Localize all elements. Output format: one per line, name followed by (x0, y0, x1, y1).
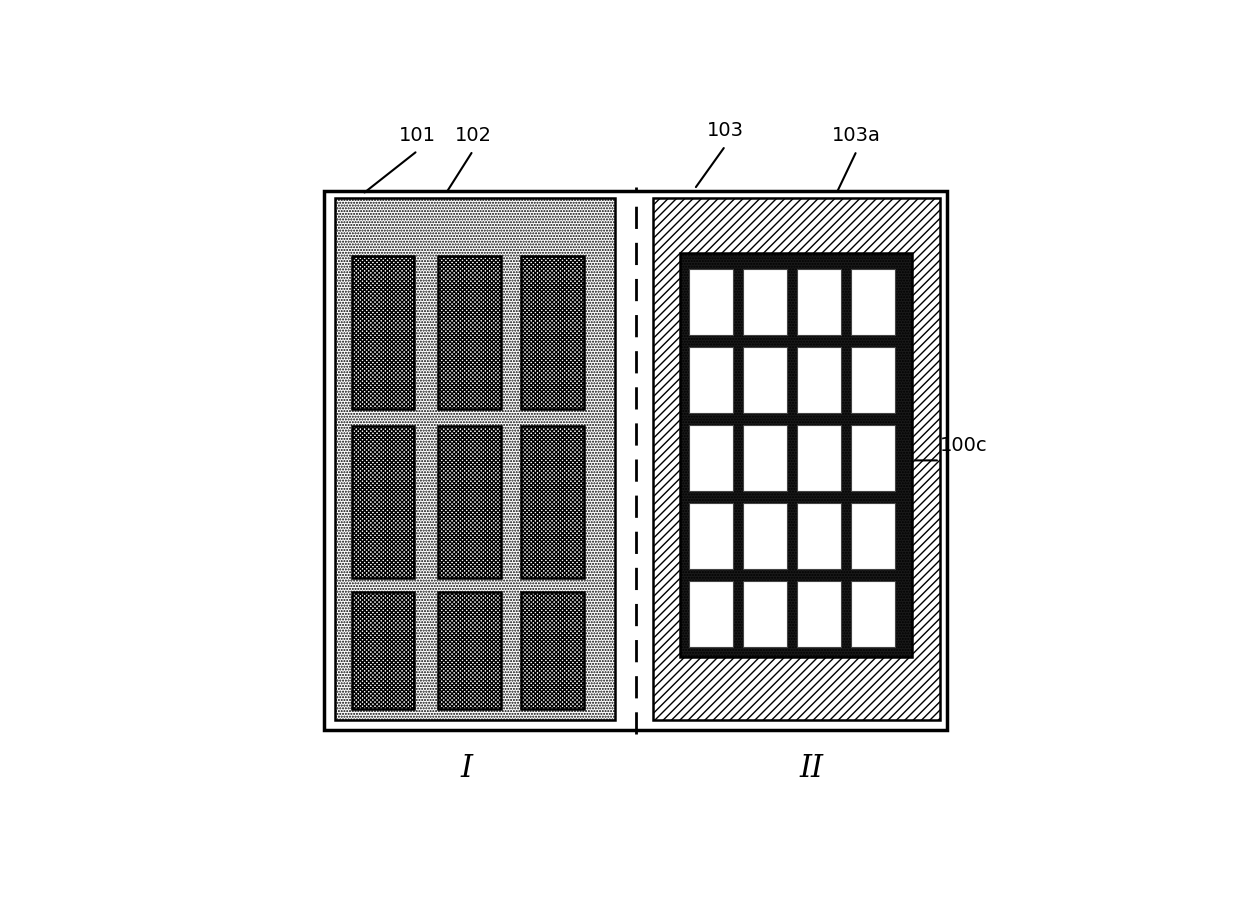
Text: 101: 101 (399, 126, 436, 145)
Bar (797, 269, 841, 335)
Bar (797, 347, 841, 413)
Bar (743, 347, 787, 413)
Bar (689, 425, 733, 491)
Bar (689, 347, 733, 413)
Bar (743, 425, 787, 491)
Bar (521, 426, 584, 578)
Bar (652, 198, 940, 719)
Bar (352, 426, 414, 578)
Bar (797, 581, 841, 647)
Bar (439, 426, 501, 578)
Bar (743, 581, 787, 647)
Bar (797, 425, 841, 491)
Bar (851, 503, 895, 569)
Bar (797, 503, 841, 569)
Bar (335, 198, 615, 719)
Bar (352, 257, 414, 409)
Bar (689, 503, 733, 569)
Text: 102: 102 (455, 126, 491, 145)
Text: 103a: 103a (832, 126, 882, 145)
Bar (439, 257, 501, 409)
Bar (352, 592, 414, 709)
Bar (689, 269, 733, 335)
Bar (325, 190, 946, 730)
Bar (681, 253, 913, 657)
Text: II: II (800, 753, 823, 784)
Bar (851, 425, 895, 491)
Bar (743, 503, 787, 569)
Bar (521, 592, 584, 709)
Bar (689, 581, 733, 647)
Bar (743, 269, 787, 335)
Bar (439, 592, 501, 709)
Text: I: I (460, 753, 472, 784)
Text: 100c: 100c (940, 436, 987, 455)
Bar (851, 269, 895, 335)
Bar (851, 581, 895, 647)
Bar (521, 257, 584, 409)
Text: 103: 103 (707, 121, 744, 140)
Bar (851, 347, 895, 413)
